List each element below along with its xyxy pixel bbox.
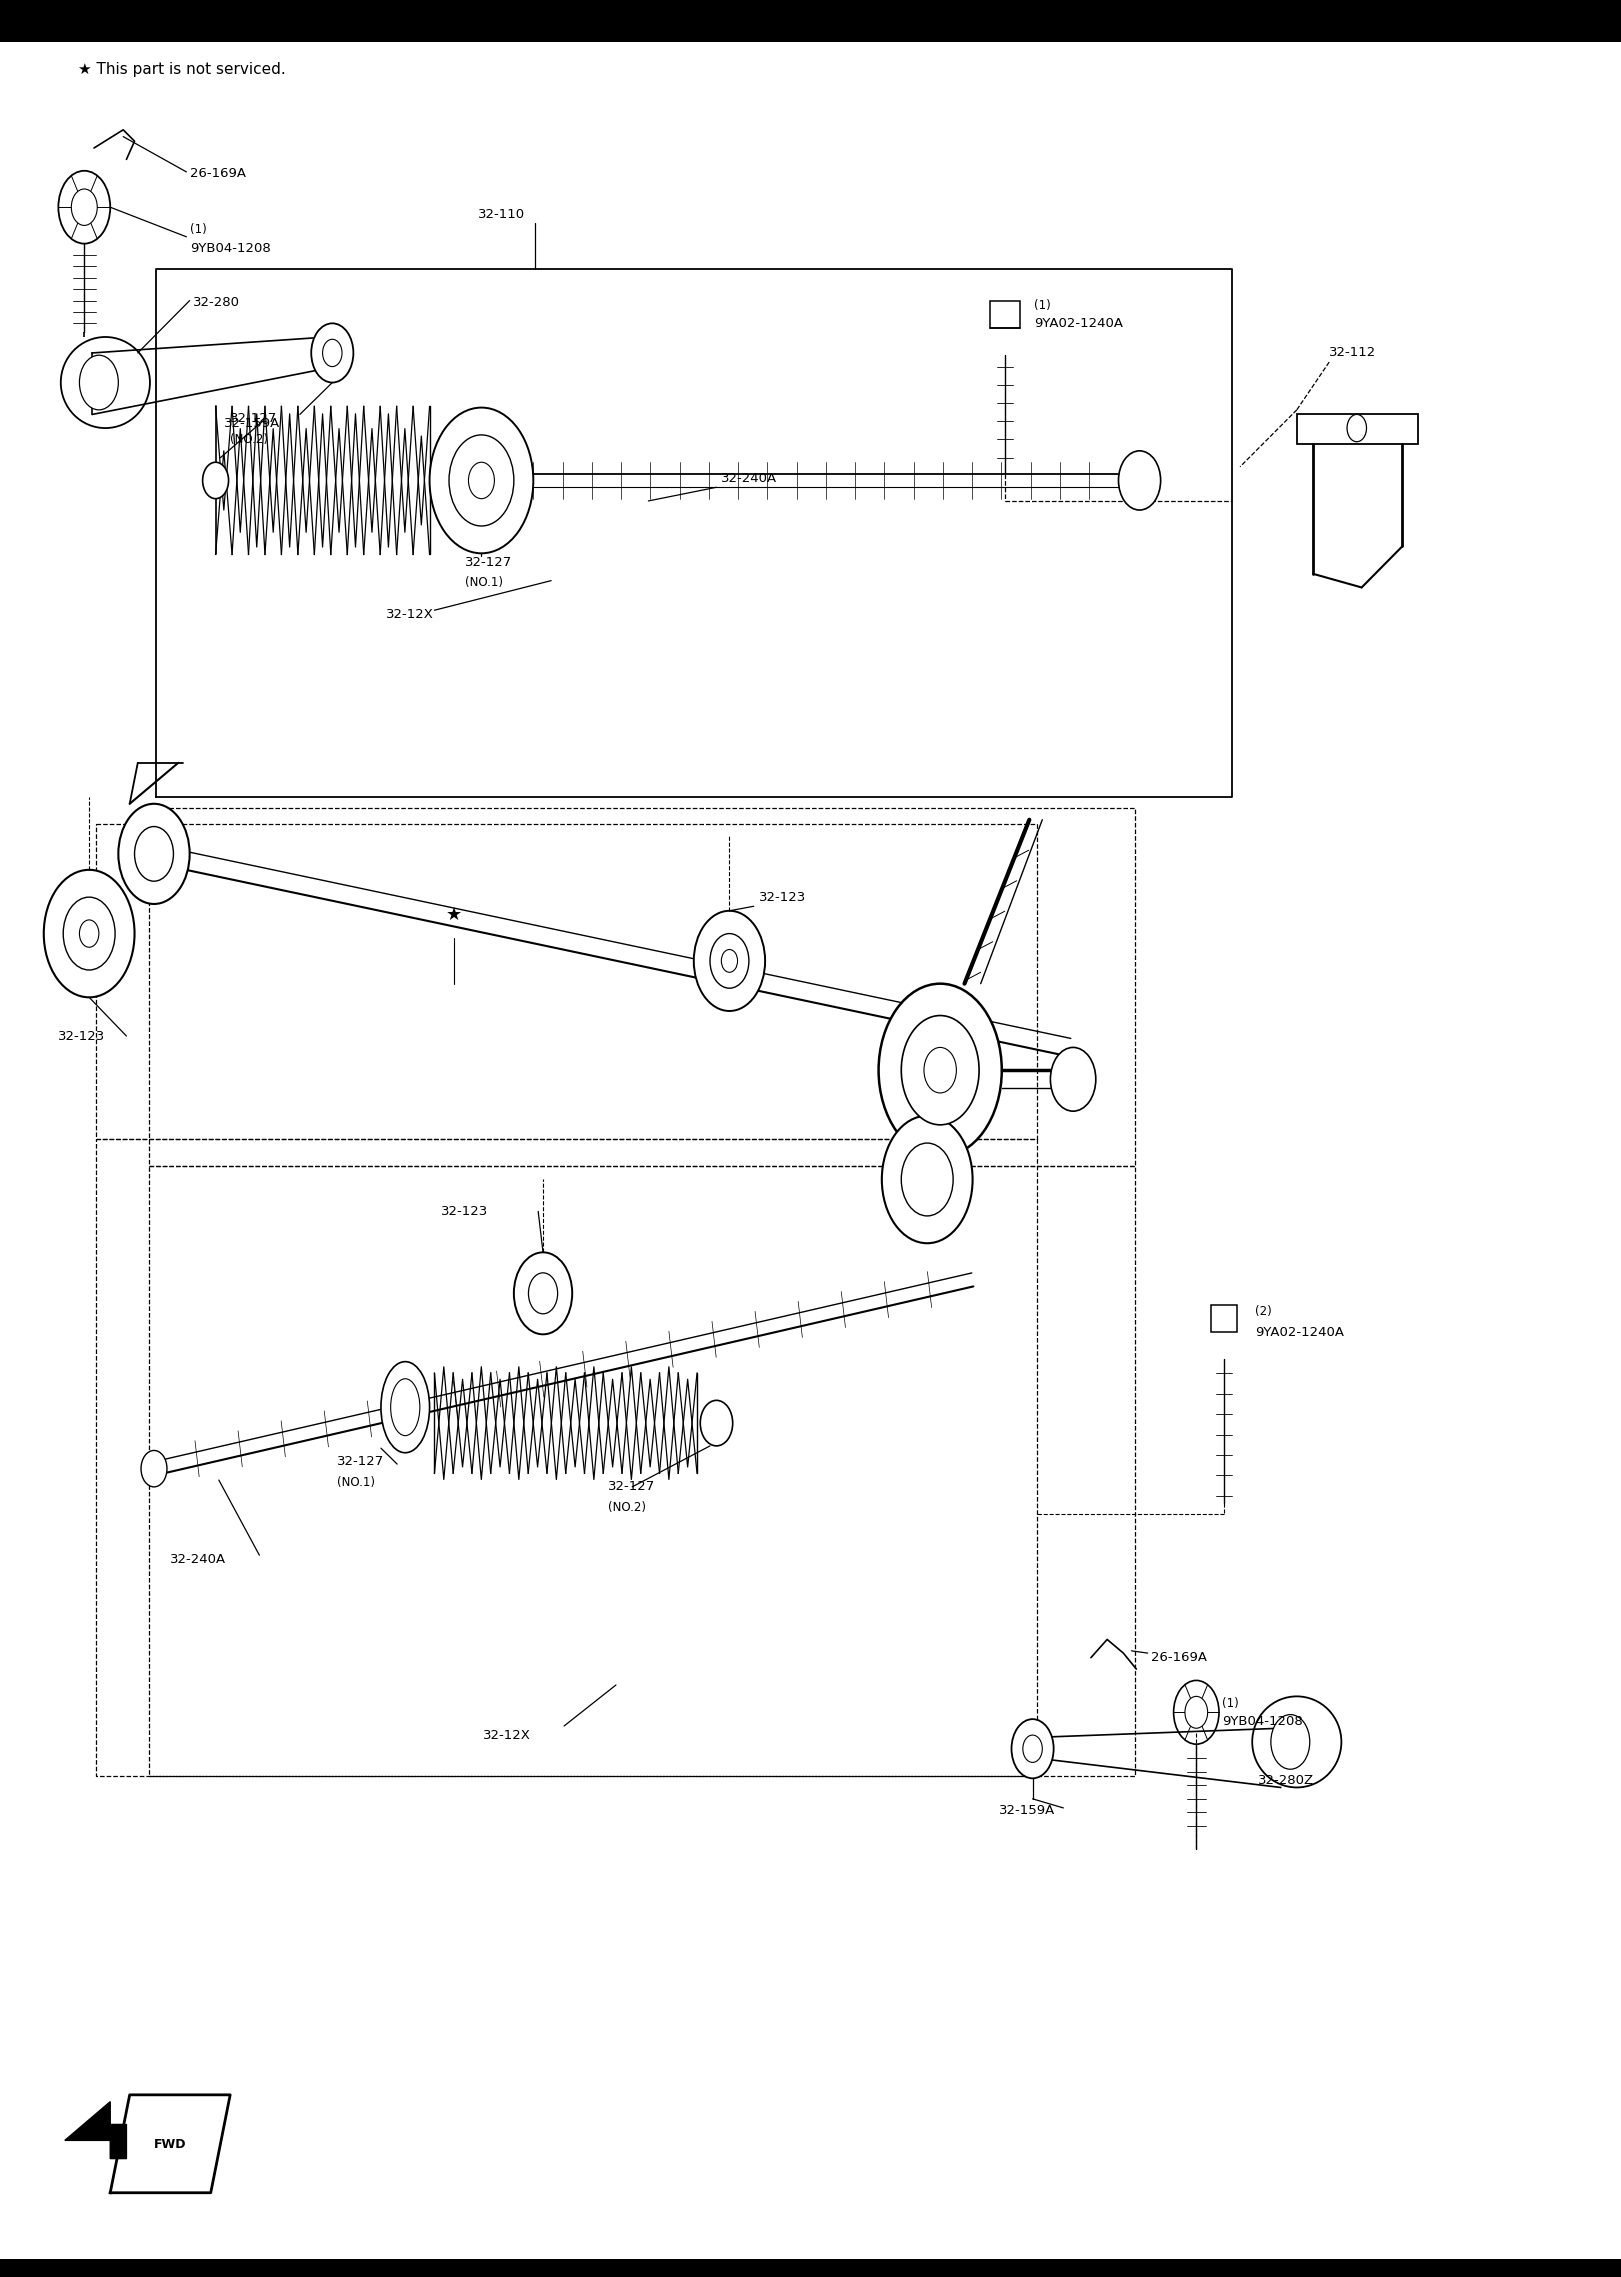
Text: 32-112: 32-112 bbox=[1329, 346, 1376, 360]
Text: 32-127: 32-127 bbox=[337, 1455, 384, 1469]
Circle shape bbox=[1012, 1719, 1054, 1778]
Text: ★ This part is not serviced.: ★ This part is not serviced. bbox=[78, 61, 285, 77]
Bar bbox=[0, 0, 1621, 41]
Circle shape bbox=[882, 1116, 973, 1243]
Circle shape bbox=[58, 171, 110, 244]
Circle shape bbox=[879, 984, 1002, 1157]
Circle shape bbox=[1185, 1696, 1208, 1728]
Circle shape bbox=[514, 1252, 572, 1334]
Circle shape bbox=[118, 804, 190, 904]
Bar bbox=[0, 2259, 1621, 2277]
Circle shape bbox=[1050, 1047, 1096, 1111]
Text: 32-127: 32-127 bbox=[608, 1480, 655, 1494]
Text: 32-159A: 32-159A bbox=[224, 417, 280, 430]
Ellipse shape bbox=[381, 1362, 430, 1453]
Circle shape bbox=[79, 920, 99, 947]
Text: 9YB04-1208: 9YB04-1208 bbox=[190, 241, 271, 255]
Circle shape bbox=[901, 1016, 979, 1125]
Text: 9YB04-1208: 9YB04-1208 bbox=[1222, 1715, 1303, 1728]
Ellipse shape bbox=[391, 1378, 420, 1437]
Text: 26-169A: 26-169A bbox=[190, 166, 246, 180]
Circle shape bbox=[203, 462, 229, 499]
Circle shape bbox=[700, 1400, 733, 1446]
Circle shape bbox=[924, 1047, 956, 1093]
Text: 32-159A: 32-159A bbox=[999, 1803, 1055, 1817]
Text: 26-169A: 26-169A bbox=[1151, 1651, 1208, 1664]
Text: (NO.2): (NO.2) bbox=[608, 1501, 645, 1514]
Text: 32-240A: 32-240A bbox=[170, 1553, 227, 1567]
Circle shape bbox=[63, 897, 115, 970]
Ellipse shape bbox=[1251, 1696, 1342, 1787]
Text: 32-110: 32-110 bbox=[478, 207, 525, 221]
Circle shape bbox=[323, 339, 342, 367]
Text: (NO.1): (NO.1) bbox=[465, 576, 503, 590]
Text: 9YA02-1240A: 9YA02-1240A bbox=[1255, 1325, 1344, 1339]
Polygon shape bbox=[65, 2102, 126, 2159]
Text: 32-127: 32-127 bbox=[230, 412, 277, 426]
Circle shape bbox=[721, 950, 738, 972]
Circle shape bbox=[901, 1143, 953, 1216]
Text: 32-123: 32-123 bbox=[441, 1205, 488, 1218]
Text: 32-123: 32-123 bbox=[759, 890, 806, 904]
Text: (NO.1): (NO.1) bbox=[337, 1475, 374, 1489]
Circle shape bbox=[1174, 1680, 1219, 1744]
Text: (NO.2): (NO.2) bbox=[230, 433, 267, 446]
Circle shape bbox=[468, 462, 494, 499]
Circle shape bbox=[71, 189, 97, 225]
Circle shape bbox=[449, 435, 514, 526]
Polygon shape bbox=[110, 2095, 230, 2193]
Polygon shape bbox=[92, 337, 327, 414]
Text: 32-12X: 32-12X bbox=[386, 608, 434, 622]
Text: 32-240A: 32-240A bbox=[721, 471, 778, 485]
Circle shape bbox=[79, 355, 118, 410]
Text: ★: ★ bbox=[446, 906, 462, 924]
Bar bbox=[1297, 414, 1418, 444]
Circle shape bbox=[430, 408, 533, 553]
Text: 32-12X: 32-12X bbox=[483, 1728, 532, 1742]
Text: (2): (2) bbox=[1255, 1305, 1271, 1318]
Circle shape bbox=[1271, 1715, 1310, 1769]
Text: 32-123: 32-123 bbox=[58, 1029, 105, 1043]
Text: (1): (1) bbox=[1034, 298, 1050, 312]
Text: 32-280Z: 32-280Z bbox=[1258, 1774, 1315, 1787]
Text: (1): (1) bbox=[1222, 1696, 1238, 1710]
Text: FWD: FWD bbox=[154, 2138, 186, 2152]
Bar bbox=[990, 301, 1020, 328]
Circle shape bbox=[1118, 451, 1161, 510]
Text: 32-127: 32-127 bbox=[465, 556, 512, 569]
Circle shape bbox=[135, 827, 173, 881]
Circle shape bbox=[528, 1273, 558, 1314]
Circle shape bbox=[44, 870, 135, 997]
Ellipse shape bbox=[62, 337, 149, 428]
Text: 32-280: 32-280 bbox=[193, 296, 240, 310]
Circle shape bbox=[1023, 1735, 1042, 1762]
Bar bbox=[1211, 1305, 1237, 1332]
Circle shape bbox=[1347, 414, 1367, 442]
Text: (1): (1) bbox=[190, 223, 206, 237]
Polygon shape bbox=[1034, 1728, 1281, 1787]
Circle shape bbox=[710, 934, 749, 988]
Text: 9YA02-1240A: 9YA02-1240A bbox=[1034, 317, 1123, 330]
Circle shape bbox=[311, 323, 353, 383]
Circle shape bbox=[694, 911, 765, 1011]
Circle shape bbox=[141, 1450, 167, 1487]
